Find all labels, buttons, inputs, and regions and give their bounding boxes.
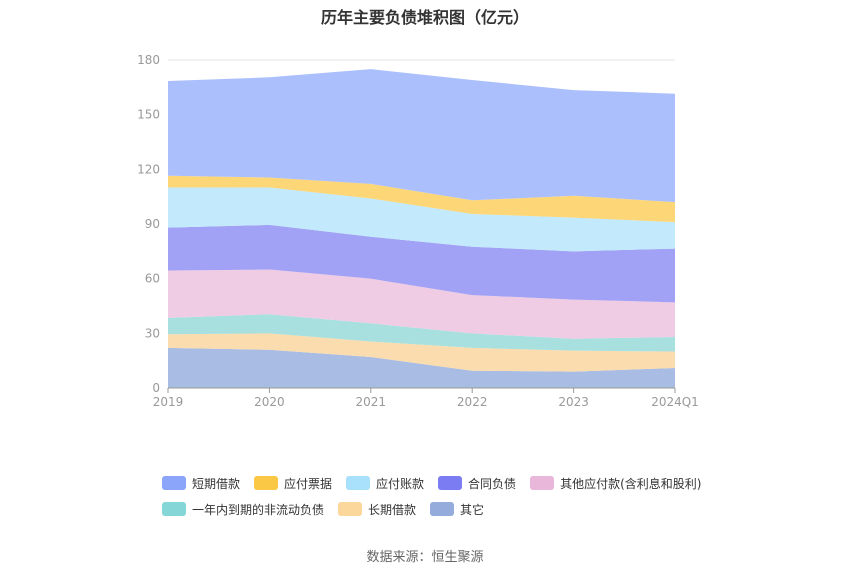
area-合同负债: [168, 224, 675, 303]
chart-title: 历年主要负债堆积图（亿元）: [320, 8, 529, 27]
y-tick-label: 150: [137, 108, 160, 122]
area-其它: [168, 347, 675, 388]
legend-row-2: 一年内到期的非流动负债 长期借款 其它: [162, 498, 722, 520]
axes: 0 30 60 90 120 150 180 2019 2020 2021 2022 2023 2024…: [137, 53, 699, 409]
area-series: [168, 69, 675, 388]
area-短期借款: [168, 69, 675, 203]
legend-swatch: [438, 476, 463, 490]
legend-item[interactable]: 应付票据: [254, 475, 332, 492]
legend-item[interactable]: 短期借款: [162, 475, 240, 492]
y-tick-label: 0: [152, 381, 160, 395]
y-tick-label: 90: [145, 217, 160, 231]
x-tick-label: 2022: [457, 395, 488, 409]
legend: 短期借款 应付票据 应付账款 合同负债 其他应付款(含利息和股利) 一年内到期的非流动负…: [162, 472, 722, 524]
legend-swatch: [162, 476, 186, 490]
x-tick-label: 2024Q1: [651, 395, 699, 409]
legend-label: 短期借款: [192, 476, 241, 491]
legend-swatch: [530, 476, 555, 490]
legend-label: 长期借款: [368, 502, 417, 517]
legend-item[interactable]: 应付账款: [346, 475, 424, 492]
source-note: 数据来源：恒生聚源: [366, 550, 484, 565]
legend-row-1: 短期借款 应付票据 应付账款 合同负债 其他应付款(含利息和股利): [162, 472, 722, 494]
x-tick-label: 2020: [254, 395, 285, 409]
legend-label: 其他应付款(含利息和股利): [560, 476, 702, 491]
legend-label: 应付账款: [376, 476, 425, 491]
area-其他应付款(含利息和股利): [168, 269, 675, 339]
area-应付账款: [168, 187, 675, 252]
legend-item[interactable]: 其他应付款(含利息和股利): [530, 475, 701, 492]
x-tick-label: 2021: [356, 395, 387, 409]
legend-label: 应付票据: [284, 476, 333, 491]
legend-label: 其它: [460, 502, 485, 517]
legend-item[interactable]: 长期借款: [338, 501, 416, 518]
legend-swatch: [338, 502, 363, 516]
x-tick-label: 2023: [558, 395, 589, 409]
legend-item[interactable]: 其它: [430, 501, 484, 518]
area-一年内到期的非流动负债: [168, 314, 675, 352]
legend-item[interactable]: 合同负债: [438, 475, 516, 492]
y-tick-label: 60: [145, 272, 160, 286]
area-应付票据: [168, 175, 675, 223]
y-tick-label: 120: [137, 162, 160, 176]
legend-swatch: [162, 502, 186, 516]
legend-swatch: [346, 476, 371, 490]
legend-label: 一年内到期的非流动负债: [192, 502, 325, 517]
legend-label: 合同负债: [468, 476, 517, 491]
area-长期借款: [168, 333, 675, 372]
legend-swatch: [254, 476, 279, 490]
legend-item[interactable]: 一年内到期的非流动负债: [162, 501, 324, 518]
y-tick-label: 30: [145, 326, 160, 340]
x-tick-label: 2019: [153, 395, 184, 409]
y-tick-label: 180: [137, 53, 160, 67]
legend-swatch: [430, 502, 455, 516]
